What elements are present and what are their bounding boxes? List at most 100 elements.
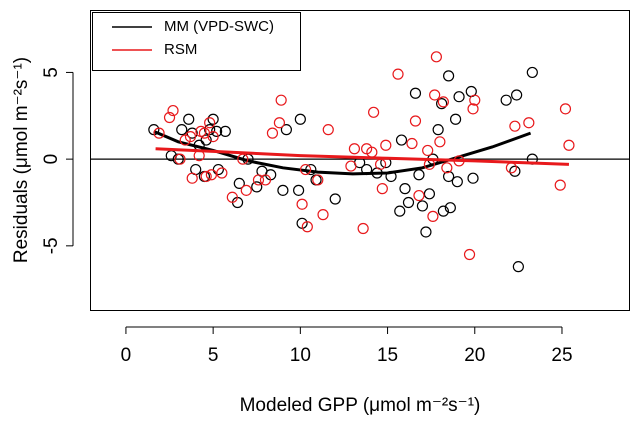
y-axis-label: Residuals (μmol m⁻²s⁻¹) [11,57,32,263]
point [441,162,453,174]
point [559,103,572,115]
point [226,191,238,203]
point [174,153,186,165]
point [252,174,265,186]
point [163,111,176,124]
point [380,139,392,151]
point [467,103,479,115]
point [207,113,219,125]
point [399,183,411,195]
point [437,205,449,217]
point [420,226,432,238]
point [500,94,512,106]
y-tick-label: 5 [41,67,62,78]
point [526,66,538,79]
point [444,202,456,214]
point [453,91,465,103]
fit-line [153,130,532,176]
point [423,188,436,200]
point [376,183,388,195]
point [345,160,357,172]
point [293,184,305,196]
point [317,209,329,221]
point [451,176,463,188]
point [523,117,535,129]
point [409,87,422,99]
point [348,143,361,155]
point [512,261,524,273]
point [176,124,188,136]
point [443,70,455,82]
point [392,68,404,80]
point [509,120,521,132]
point [554,179,566,191]
x-tick-label: 5 [208,345,219,366]
point [219,125,231,137]
point [449,113,462,125]
point [204,117,216,129]
point [394,205,406,217]
point [402,196,415,209]
point [183,113,195,125]
point [443,170,455,183]
point [184,130,197,143]
point [413,169,425,181]
point [273,117,286,129]
point [357,222,369,235]
point [294,113,306,125]
point [416,200,429,212]
point [186,172,198,184]
point [251,181,263,193]
point [216,167,228,179]
y-tick-label: 0 [41,154,62,165]
point [563,139,575,151]
point [406,137,418,150]
point [469,94,481,106]
point [430,51,442,63]
point [329,193,341,205]
point [200,170,212,183]
point [427,210,439,222]
fit-line [155,147,570,166]
point [301,221,313,233]
point [207,130,219,143]
point [511,89,523,101]
point [368,106,380,118]
point [233,177,245,190]
point [280,124,292,136]
point [432,124,444,136]
point [153,127,165,139]
point [467,172,479,184]
point [422,144,434,157]
point [277,184,289,196]
y-tick-label: -5 [41,237,62,254]
point [167,104,179,117]
point [434,136,446,148]
point [436,98,448,110]
point [296,198,308,210]
point [413,189,425,202]
point [275,94,287,106]
point [437,96,449,108]
point [409,115,422,127]
x-tick-label: 10 [290,345,311,366]
x-tick-label: 20 [464,345,485,366]
point [322,124,334,136]
point [312,174,324,186]
point [266,127,279,139]
point [509,165,521,177]
point [429,89,441,101]
point [395,134,408,146]
x-axis-label: Modeled GPP (μmol m⁻²s⁻¹) [240,395,481,416]
point [200,134,212,146]
x-tick-label: 0 [121,345,132,366]
x-tick-label: 15 [377,345,398,366]
point [240,184,252,196]
x-tick-label: 25 [551,345,572,366]
point [259,174,272,186]
point [463,248,476,261]
legend-label: MM (VPD-SWC) [164,18,274,35]
point [299,163,312,176]
point [205,169,217,181]
